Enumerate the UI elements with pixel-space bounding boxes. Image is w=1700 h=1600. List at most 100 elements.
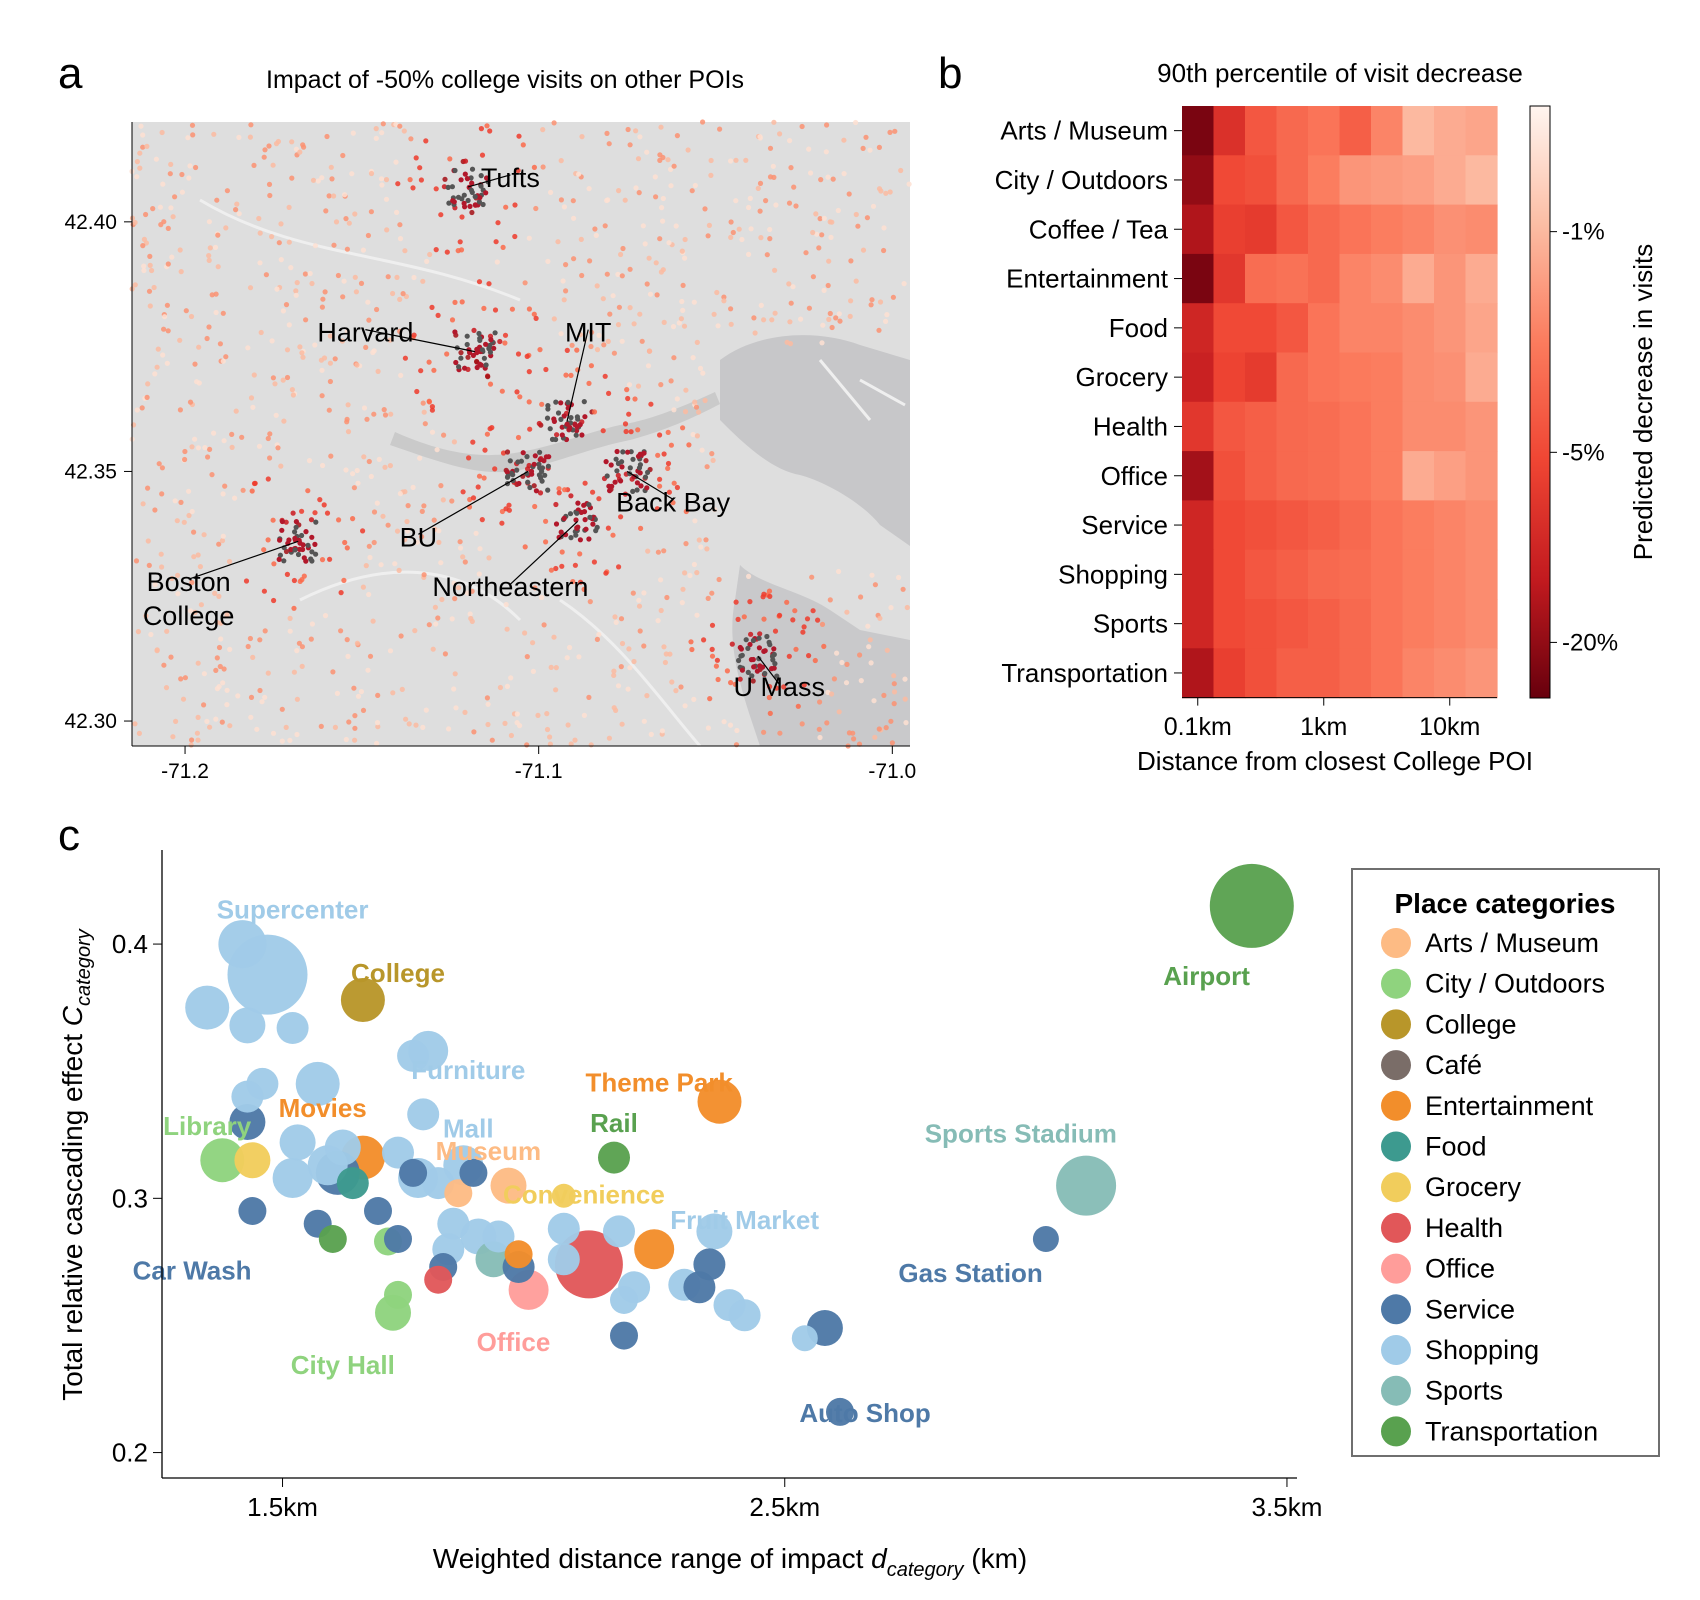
poi-dot: [627, 305, 633, 311]
poi-dot: [876, 327, 882, 333]
poi-dot: [692, 182, 698, 189]
poi-dot: [403, 716, 409, 722]
poi-dot: [132, 219, 138, 226]
college-dot: [774, 673, 780, 679]
poi-dot: [175, 572, 181, 578]
poi-dot: [286, 239, 292, 245]
poi-dot: [134, 174, 140, 180]
poi-dot: [156, 461, 162, 467]
poi-dot: [636, 597, 642, 603]
heatmap-cell: [1276, 303, 1309, 354]
poi-dot: [133, 558, 140, 564]
poi-dot: [668, 378, 674, 384]
college-dot: [579, 432, 585, 438]
heatmap-cell: [1276, 451, 1309, 501]
poi-dot: [804, 616, 811, 622]
poi-dot: [159, 491, 165, 497]
poi-dot: [630, 590, 636, 596]
heatmap-cell: [1434, 549, 1467, 600]
poi-dot: [537, 490, 544, 496]
poi-dot: [379, 130, 385, 136]
poi-dot: [611, 705, 617, 711]
heatmap-cell: [1182, 204, 1215, 255]
legend-label: Arts / Museum: [1425, 928, 1599, 958]
poi-dot: [821, 643, 827, 650]
poi-dot: [746, 251, 752, 257]
poi-dot: [190, 132, 196, 138]
poi-dot: [143, 613, 149, 619]
poi-dot: [469, 209, 475, 216]
poi-dot: [799, 123, 805, 130]
poi-dot: [321, 502, 327, 508]
college-dot: [468, 187, 474, 193]
poi-dot: [172, 498, 178, 504]
poi-dot: [423, 138, 429, 144]
poi-dot: [587, 258, 593, 264]
poi-dot: [728, 234, 734, 240]
bubble-shopping: [696, 1213, 733, 1250]
poi-dot: [371, 509, 378, 515]
bubble-service: [459, 1158, 488, 1187]
poi-dot: [323, 208, 329, 214]
poi-dot: [336, 517, 342, 523]
heatmap-cell: [1213, 549, 1246, 600]
college-dot: [476, 199, 482, 205]
poi-dot: [426, 398, 432, 404]
college-dot: [556, 534, 562, 541]
poi-dot: [737, 676, 743, 682]
bubble-transportation: [598, 1141, 630, 1174]
poi-dot: [680, 425, 686, 431]
poi-dot: [331, 242, 337, 248]
heatmap-cell: [1213, 204, 1246, 255]
poi-dot: [393, 121, 399, 127]
poi-dot: [278, 221, 284, 227]
poi-dot: [312, 510, 318, 516]
poi-dot: [576, 654, 582, 660]
poi-dot: [155, 346, 161, 352]
college-dot: [467, 203, 473, 209]
poi-dot: [721, 294, 727, 300]
place-label: Harvard: [317, 318, 413, 348]
poi-dot: [394, 274, 400, 280]
poi-dot: [620, 245, 626, 252]
bubble-shopping: [295, 1061, 340, 1106]
heatmap-cell: [1371, 204, 1404, 255]
poi-dot: [729, 641, 735, 647]
poi-dot: [767, 174, 774, 180]
poi-dot: [455, 585, 462, 591]
college-dot: [642, 474, 649, 480]
poi-dot: [364, 416, 370, 422]
poi-dot: [703, 537, 709, 543]
poi-dot: [165, 328, 171, 334]
college-dot: [462, 365, 468, 371]
poi-dot: [168, 654, 174, 660]
poi-dot: [319, 557, 326, 563]
college-dot: [634, 487, 640, 493]
poi-dot: [207, 446, 213, 452]
poi-dot: [383, 196, 390, 202]
poi-dot: [809, 574, 815, 580]
poi-dot: [159, 564, 165, 570]
poi-dot: [653, 194, 659, 200]
poi-dot: [819, 621, 826, 628]
map-x-ticks: -71.2 -71.1 -71.0: [161, 746, 916, 783]
legend-label: Sports: [1425, 1376, 1503, 1406]
college-dot: [613, 456, 619, 462]
poi-dot: [555, 239, 561, 245]
college-dot: [555, 410, 562, 416]
poi-dot: [532, 585, 538, 591]
poi-dot: [596, 332, 602, 338]
poi-dot: [138, 123, 144, 129]
poi-dot: [661, 644, 667, 650]
poi-dot: [553, 687, 559, 693]
poi-dot: [627, 266, 633, 272]
poi-dot: [758, 302, 764, 308]
legend-label: Shopping: [1425, 1335, 1539, 1365]
poi-dot: [436, 539, 442, 546]
poi-dot: [380, 121, 386, 127]
bubble-service: [364, 1197, 392, 1225]
poi-dot: [467, 611, 473, 617]
poi-dot: [558, 197, 565, 203]
